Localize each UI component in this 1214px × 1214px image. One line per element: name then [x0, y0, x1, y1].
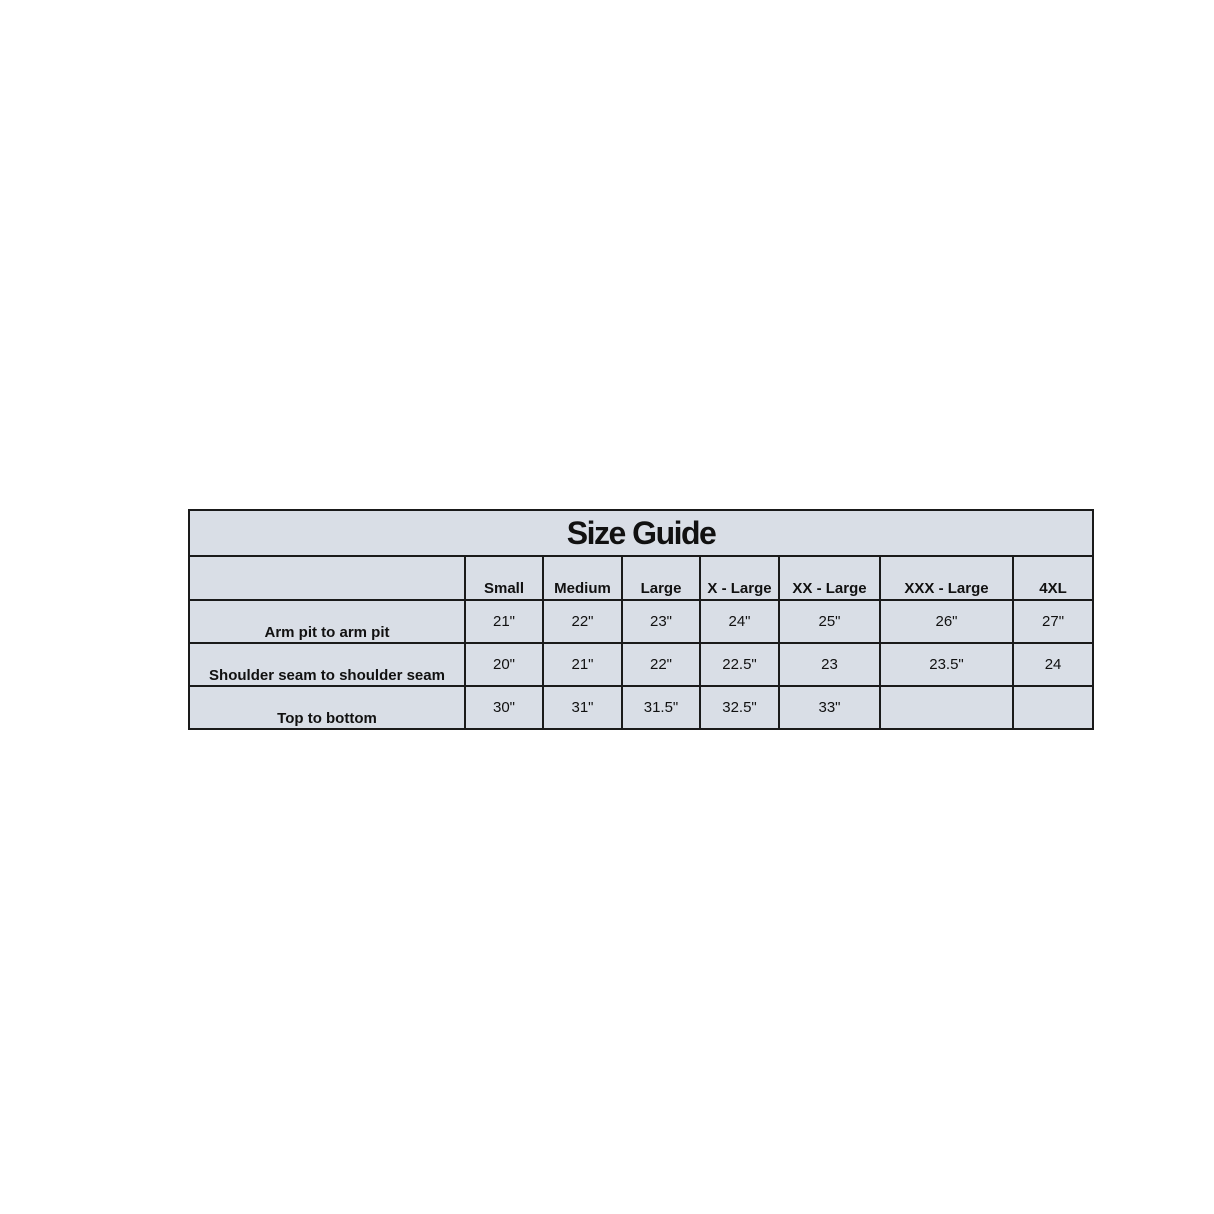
size-guide-table: Size Guide Small Medium Large X - Large …	[187, 509, 1095, 730]
table-cell: 21"	[542, 642, 623, 687]
table-cell: 22"	[542, 599, 623, 644]
table-cell: 22.5"	[699, 642, 780, 687]
header-cell-large: Large	[621, 555, 701, 601]
header-cell-xx-large: XX - Large	[778, 555, 881, 601]
table-title: Size Guide	[187, 509, 1095, 557]
table-cell: 33"	[778, 685, 881, 730]
table-cell: 22"	[621, 642, 701, 687]
table-cell: 20"	[464, 642, 544, 687]
table-cell: 25"	[778, 599, 881, 644]
table-row: Arm pit to arm pit 21" 22" 23" 24" 25" 2…	[188, 599, 1095, 644]
table-cell: 30"	[464, 685, 544, 730]
header-cell-small: Small	[464, 555, 544, 601]
table-cell: 31"	[542, 685, 623, 730]
table-cell: 23.5"	[879, 642, 1014, 687]
table-cell: 31.5"	[621, 685, 701, 730]
title-row: Size Guide	[187, 509, 1095, 557]
header-row: Small Medium Large X - Large XX - Large …	[188, 555, 1095, 601]
table-cell: 24	[1011, 642, 1095, 687]
table-cell: 21"	[464, 599, 544, 644]
header-cell-empty	[188, 555, 466, 601]
table-cell: 26"	[879, 599, 1014, 644]
table-cell: 23"	[621, 599, 701, 644]
row-label: Shoulder seam to shoulder seam	[188, 642, 466, 687]
row-label: Arm pit to arm pit	[188, 599, 466, 644]
table-row: Shoulder seam to shoulder seam 20" 21" 2…	[188, 642, 1095, 687]
header-cell-medium: Medium	[542, 555, 623, 601]
header-cell-xxx-large: XXX - Large	[879, 555, 1014, 601]
table-cell: 24"	[699, 599, 780, 644]
table-cell: 23	[778, 642, 881, 687]
table-row: Top to bottom 30" 31" 31.5" 32.5" 33"	[188, 685, 1095, 730]
row-label: Top to bottom	[188, 685, 466, 730]
table-cell: 27"	[1011, 599, 1095, 644]
table-cell	[879, 685, 1014, 730]
table-cell	[1011, 685, 1095, 730]
header-cell-x-large: X - Large	[699, 555, 780, 601]
header-cell-4xl: 4XL	[1011, 555, 1095, 601]
table-cell: 32.5"	[699, 685, 780, 730]
